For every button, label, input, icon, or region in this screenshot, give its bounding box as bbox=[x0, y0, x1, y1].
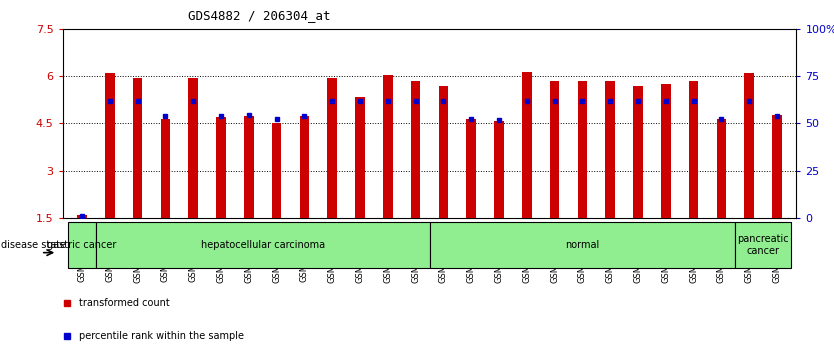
Text: GSM1200297: GSM1200297 bbox=[244, 227, 254, 282]
Bar bbox=[68, 222, 96, 268]
Bar bbox=[355, 97, 364, 218]
Text: GSM1200296: GSM1200296 bbox=[217, 227, 225, 282]
Text: GSM1200291: GSM1200291 bbox=[78, 227, 87, 282]
Text: GSM1200301: GSM1200301 bbox=[355, 227, 364, 282]
Bar bbox=[716, 119, 726, 218]
Text: GSM1200305: GSM1200305 bbox=[467, 227, 475, 282]
Bar bbox=[272, 123, 282, 218]
Bar bbox=[77, 215, 87, 218]
Text: hepatocellular carcinoma: hepatocellular carcinoma bbox=[201, 240, 324, 250]
Text: GSM1200315: GSM1200315 bbox=[745, 227, 754, 282]
Text: GSM1200298: GSM1200298 bbox=[272, 227, 281, 282]
Text: GSM1200306: GSM1200306 bbox=[495, 227, 504, 283]
Text: disease state: disease state bbox=[1, 240, 66, 250]
Bar bbox=[133, 78, 143, 218]
Text: GSM1200313: GSM1200313 bbox=[689, 227, 698, 283]
Bar bbox=[105, 73, 114, 218]
Text: GSM1200310: GSM1200310 bbox=[605, 227, 615, 282]
Text: GSM1200299: GSM1200299 bbox=[300, 227, 309, 282]
Text: gastric cancer: gastric cancer bbox=[48, 240, 117, 250]
Text: GSM1200304: GSM1200304 bbox=[439, 227, 448, 282]
Bar bbox=[439, 86, 449, 218]
Text: GSM1200303: GSM1200303 bbox=[411, 227, 420, 283]
Text: GSM1200294: GSM1200294 bbox=[161, 227, 170, 282]
Text: GSM1200311: GSM1200311 bbox=[634, 227, 642, 282]
Bar bbox=[244, 115, 254, 218]
Text: GSM1200302: GSM1200302 bbox=[384, 227, 392, 282]
Bar bbox=[216, 117, 226, 218]
Text: GSM1200300: GSM1200300 bbox=[328, 227, 337, 282]
Bar bbox=[661, 84, 671, 218]
Bar bbox=[633, 86, 643, 218]
Text: GSM1200316: GSM1200316 bbox=[772, 227, 781, 283]
Text: transformed count: transformed count bbox=[79, 298, 170, 309]
Bar bbox=[96, 222, 430, 268]
Bar bbox=[430, 222, 736, 268]
Bar bbox=[522, 72, 532, 218]
Bar bbox=[577, 81, 587, 218]
Bar bbox=[410, 81, 420, 218]
Bar bbox=[736, 222, 791, 268]
Bar bbox=[744, 73, 754, 218]
Bar bbox=[550, 81, 560, 218]
Text: pancreatic
cancer: pancreatic cancer bbox=[737, 234, 789, 256]
Text: GSM1200307: GSM1200307 bbox=[522, 227, 531, 283]
Text: GSM1200308: GSM1200308 bbox=[550, 227, 559, 283]
Text: normal: normal bbox=[565, 240, 600, 250]
Bar bbox=[383, 75, 393, 218]
Bar bbox=[772, 115, 781, 218]
Bar bbox=[689, 81, 699, 218]
Text: GDS4882 / 206304_at: GDS4882 / 206304_at bbox=[188, 9, 330, 22]
Text: GSM1200292: GSM1200292 bbox=[105, 227, 114, 282]
Bar bbox=[605, 81, 615, 218]
Text: GSM1200293: GSM1200293 bbox=[133, 227, 142, 282]
Text: GSM1200309: GSM1200309 bbox=[578, 227, 587, 282]
Text: GSM1200312: GSM1200312 bbox=[661, 227, 671, 282]
Bar bbox=[299, 117, 309, 218]
Bar bbox=[188, 78, 198, 218]
Text: GSM1200314: GSM1200314 bbox=[717, 227, 726, 282]
Bar bbox=[494, 121, 504, 218]
Bar bbox=[327, 78, 337, 218]
Text: percentile rank within the sample: percentile rank within the sample bbox=[79, 331, 244, 341]
Bar bbox=[466, 119, 476, 218]
Bar bbox=[160, 119, 170, 218]
Text: GSM1200295: GSM1200295 bbox=[188, 227, 198, 282]
